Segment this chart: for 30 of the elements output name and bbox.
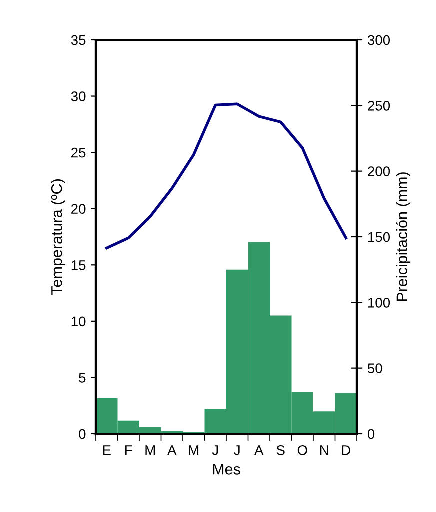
y2-tick-label: 250	[368, 101, 390, 111]
y-tick-label: 25	[72, 148, 86, 158]
x-tick-label: N	[320, 446, 328, 456]
x-tick-label: O	[298, 445, 308, 456]
x-tick-label: M	[146, 446, 156, 456]
y-tick-label: 20	[72, 204, 86, 214]
y2-tick-label: 200	[368, 166, 390, 177]
x-tick-label: A	[254, 446, 264, 456]
y-tick-label: 5	[79, 373, 86, 383]
x-tick-label: E	[103, 446, 111, 456]
x-tick-label: J	[234, 446, 240, 456]
y-tick-label: 15	[72, 260, 86, 270]
y2-tick-label: 100	[368, 298, 390, 308]
x-tick-label: S	[276, 445, 285, 456]
y-tick-label: 0	[79, 429, 86, 440]
y-axis-title: Temperatura (ºC)	[51, 180, 66, 296]
y-tick-label: 35	[71, 35, 86, 46]
x-tick-label: A	[168, 446, 177, 456]
x-tick-label: M	[189, 446, 199, 456]
y2-tick-label: 0	[368, 429, 375, 440]
y-tick-label: 30	[71, 92, 86, 102]
y2-tick-label: 50	[368, 364, 382, 374]
x-tick-label: D	[342, 446, 350, 456]
y-tick-label: 10	[72, 316, 86, 327]
x-axis-title: Mes	[213, 464, 240, 475]
y2-tick-label: 150	[368, 232, 390, 242]
y2-axis-title: Preicipitación (mm)	[396, 172, 411, 302]
y2-tick-label: 300	[368, 35, 390, 46]
x-tick-label: J	[212, 446, 218, 456]
x-tick-label: F	[126, 446, 132, 456]
